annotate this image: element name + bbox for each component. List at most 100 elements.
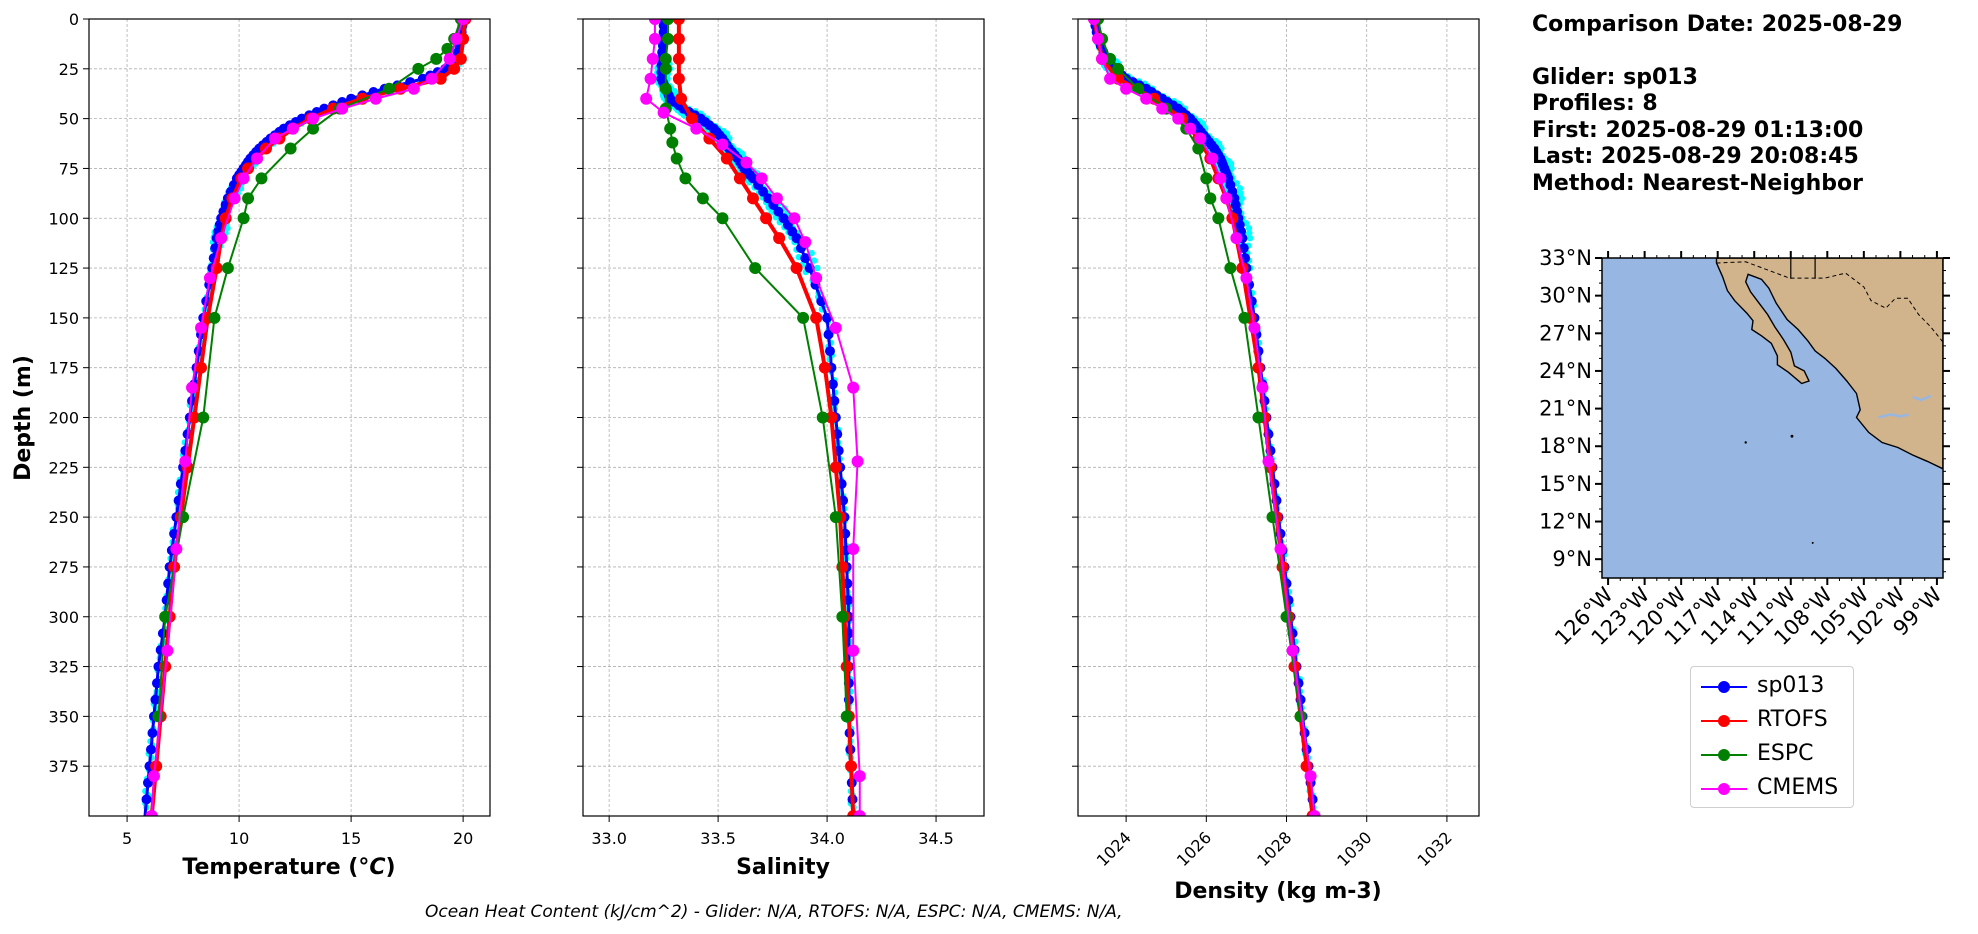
espc-point bbox=[666, 136, 679, 149]
sp013-point bbox=[1238, 243, 1249, 254]
espc-point bbox=[1252, 411, 1265, 424]
rtofs-point bbox=[672, 19, 685, 25]
cmems-point bbox=[195, 321, 208, 334]
cmems-point bbox=[1286, 644, 1299, 657]
cmems-point bbox=[690, 122, 703, 135]
espc-point bbox=[208, 311, 221, 324]
x-tick-label: 1030 bbox=[1333, 828, 1375, 870]
y-tick-label: 225 bbox=[48, 458, 79, 477]
lat-tick-label: 33°N bbox=[1539, 246, 1592, 270]
espc-point bbox=[1212, 212, 1225, 225]
cmems-point bbox=[657, 106, 670, 119]
y-tick-label: 100 bbox=[48, 209, 79, 228]
rtofs-point bbox=[195, 361, 208, 374]
espc-point bbox=[1132, 82, 1145, 95]
x-tick-label: 1032 bbox=[1414, 828, 1456, 870]
cmems-line bbox=[1093, 19, 1316, 816]
y-tick-label: 250 bbox=[48, 508, 79, 527]
espc-point bbox=[840, 710, 853, 723]
espc-point bbox=[716, 212, 729, 225]
sp013-raw-point bbox=[1246, 229, 1253, 237]
cmems-point bbox=[1262, 455, 1275, 468]
x-tick-label: 15 bbox=[341, 829, 361, 848]
cmems-point bbox=[179, 455, 192, 468]
lat-tick-label: 15°N bbox=[1539, 472, 1592, 496]
salinity-axis-label: Salinity bbox=[736, 855, 830, 880]
cmems-point bbox=[1184, 122, 1197, 135]
y-tick-label: 150 bbox=[48, 309, 79, 328]
y-tick-label: 75 bbox=[59, 159, 79, 178]
rtofs-point bbox=[434, 72, 447, 85]
map-area bbox=[1602, 258, 1943, 578]
rtofs-point bbox=[746, 192, 759, 205]
lat-tick-label: 12°N bbox=[1539, 510, 1592, 534]
y-tick-label: 25 bbox=[59, 60, 79, 79]
rtofs-point bbox=[810, 311, 823, 324]
x-tick-label: 1024 bbox=[1093, 828, 1135, 870]
y-tick-label: 300 bbox=[48, 608, 79, 627]
interpolation-method: Method: Nearest-Neighbor bbox=[1532, 170, 1863, 196]
cmems-point bbox=[237, 172, 250, 185]
espc-point bbox=[284, 142, 297, 155]
rtofs-point bbox=[448, 62, 461, 75]
cmems-point bbox=[853, 770, 866, 783]
series-cmems bbox=[145, 19, 470, 816]
series-rtofs bbox=[145, 19, 472, 816]
temperature-series bbox=[141, 19, 472, 816]
comparison-date: Comparison Date: 2025-08-29 bbox=[1532, 12, 1903, 37]
cmems-point bbox=[853, 810, 866, 816]
rtofs-point bbox=[454, 52, 467, 65]
first-profile-time: First: 2025-08-29 01:13:00 bbox=[1532, 117, 1864, 143]
series-cmems bbox=[640, 19, 866, 816]
cmems-point bbox=[1240, 272, 1253, 285]
cmems-point bbox=[336, 102, 349, 115]
cmems-point bbox=[147, 770, 160, 783]
cmems-point bbox=[1304, 770, 1317, 783]
y-tick-label: 375 bbox=[48, 757, 79, 776]
depth-axis-label: Depth (m) bbox=[11, 355, 36, 481]
legend-marker-cmems bbox=[1701, 783, 1747, 795]
lake-chapala bbox=[1878, 413, 1909, 419]
rtofs-point bbox=[150, 760, 163, 773]
last-profile-time: Last: 2025-08-29 20:08:45 bbox=[1532, 144, 1859, 169]
espc-point bbox=[1238, 311, 1251, 324]
y-tick-label: 175 bbox=[48, 359, 79, 378]
cmems-point bbox=[755, 172, 768, 185]
cmems-point bbox=[644, 72, 657, 85]
temperature-grid bbox=[89, 18, 490, 816]
series-espc bbox=[659, 19, 853, 723]
rtofs-point bbox=[733, 172, 746, 185]
cmems-point bbox=[1214, 172, 1227, 185]
sp013-point bbox=[150, 694, 161, 705]
density-grid bbox=[1078, 18, 1479, 816]
cmems-point bbox=[1088, 19, 1101, 25]
y-tick-label: 275 bbox=[48, 558, 79, 577]
cmems-point bbox=[646, 52, 659, 65]
espc-point bbox=[664, 122, 677, 135]
cmems-point bbox=[851, 455, 864, 468]
espc-point bbox=[659, 82, 672, 95]
cmems-point bbox=[145, 810, 158, 816]
cmems-point bbox=[268, 132, 281, 145]
lat-tick-label: 9°N bbox=[1552, 547, 1592, 571]
cmems-point bbox=[407, 82, 420, 95]
sp013-point bbox=[151, 678, 162, 689]
x-tick-label: 34.5 bbox=[918, 829, 954, 848]
espc-point bbox=[659, 62, 672, 75]
y-tick-label: 50 bbox=[59, 110, 79, 129]
island bbox=[1811, 541, 1814, 544]
legend-label: CMEMS bbox=[1757, 775, 1839, 800]
density-series bbox=[1088, 19, 1321, 816]
legend-marker-espc bbox=[1701, 749, 1747, 761]
cmems-point bbox=[228, 192, 241, 205]
rtofs-point bbox=[760, 212, 773, 225]
rtofs-point bbox=[672, 32, 685, 45]
cmems-point bbox=[457, 19, 470, 25]
x-tick-label: 1028 bbox=[1253, 828, 1295, 870]
espc-point bbox=[159, 610, 172, 623]
cmems-point bbox=[1140, 92, 1153, 105]
espc-point bbox=[1192, 142, 1205, 155]
cmems-point bbox=[810, 272, 823, 285]
espc-point bbox=[836, 610, 849, 623]
sp013-raw-point bbox=[1246, 234, 1254, 242]
